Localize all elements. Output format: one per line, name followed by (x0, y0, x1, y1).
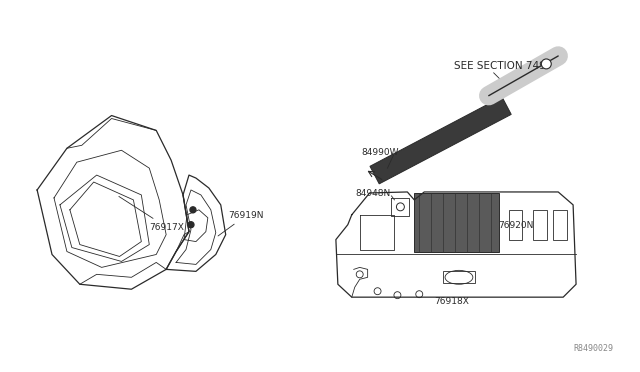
Circle shape (396, 203, 404, 211)
Circle shape (356, 271, 363, 278)
Bar (553, 210, 567, 240)
Circle shape (188, 222, 194, 228)
Circle shape (374, 288, 381, 295)
Text: 76919N: 76919N (218, 211, 264, 236)
Text: 84990W: 84990W (362, 148, 399, 157)
Circle shape (416, 291, 423, 298)
Bar (509, 210, 522, 240)
Circle shape (541, 59, 551, 69)
Bar (533, 210, 547, 240)
Circle shape (394, 292, 401, 299)
Polygon shape (370, 97, 511, 184)
Bar (443, 271, 475, 283)
Text: SEE SECTION 749: SEE SECTION 749 (454, 61, 546, 71)
Text: 76918X: 76918X (434, 297, 469, 306)
Polygon shape (414, 193, 499, 251)
Circle shape (190, 207, 196, 213)
Text: R8490029: R8490029 (573, 344, 613, 353)
Text: 84948N: 84948N (356, 189, 391, 198)
Text: 76920N: 76920N (499, 221, 534, 230)
Text: 76917X: 76917X (119, 196, 184, 232)
